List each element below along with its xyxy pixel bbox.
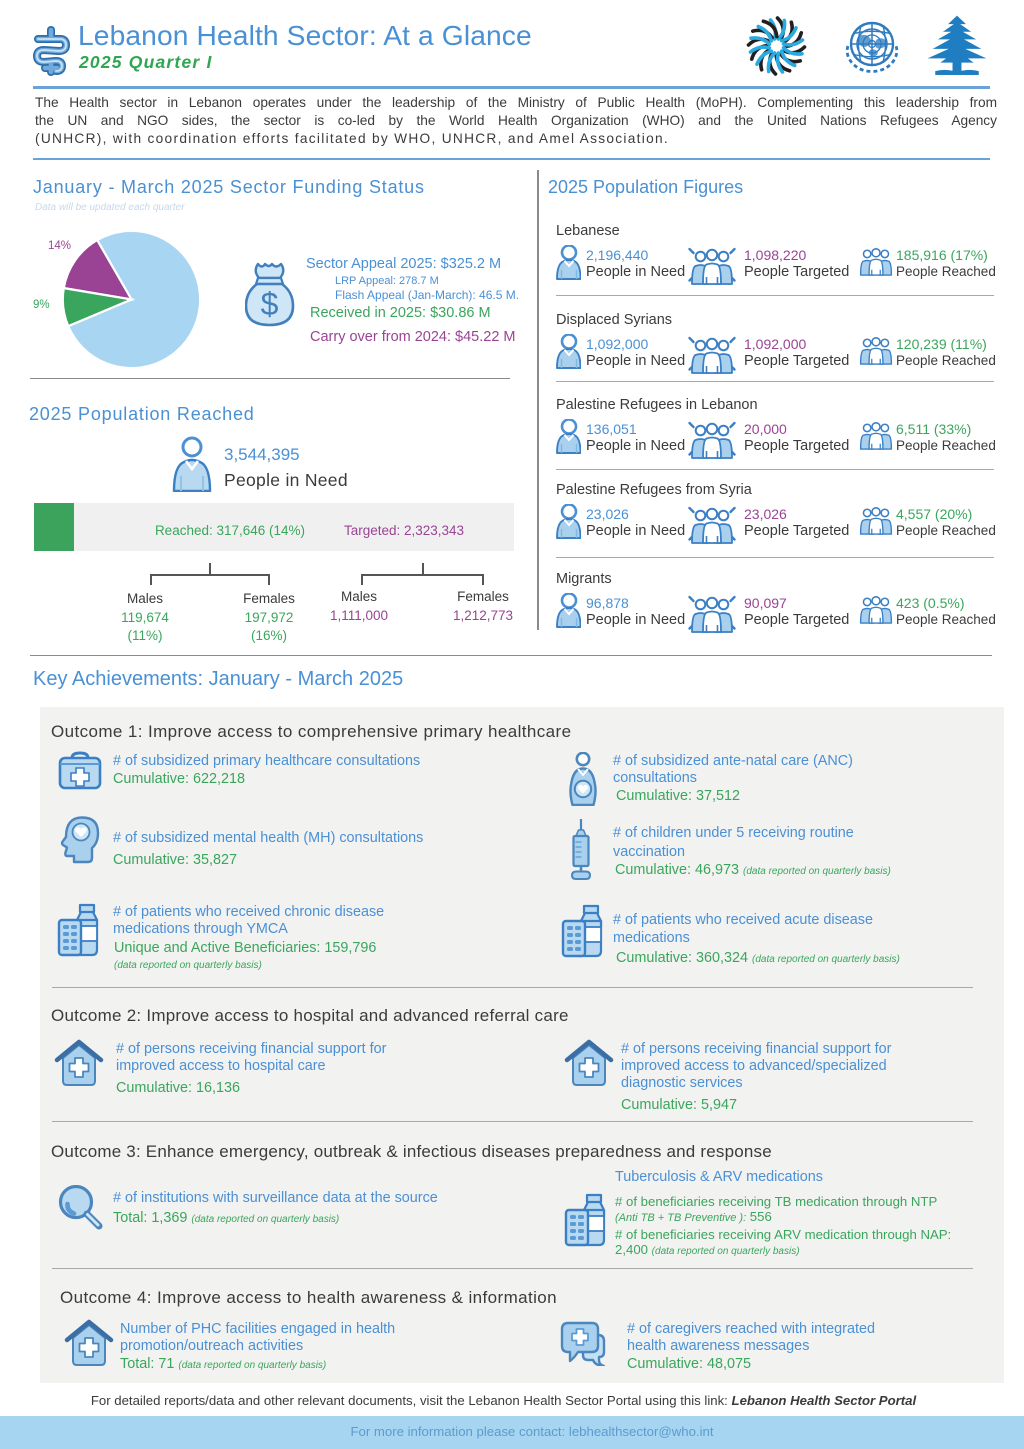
svg-text:$: $ — [261, 286, 279, 322]
